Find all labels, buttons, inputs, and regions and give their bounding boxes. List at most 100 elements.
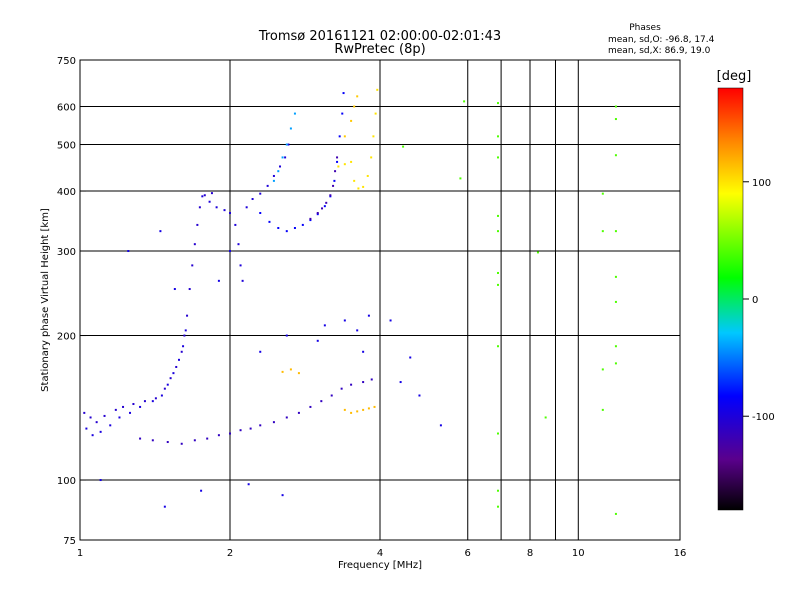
data-point: [614, 345, 617, 348]
data-point: [166, 441, 169, 444]
data-point: [367, 407, 370, 410]
data-point: [277, 227, 280, 230]
data-point: [215, 206, 218, 209]
data-point: [343, 319, 346, 322]
data-point: [614, 105, 617, 108]
data-point: [367, 314, 370, 317]
data-point: [180, 442, 183, 445]
chart-title: Tromsø 20161121 02:00:00-02:01:43: [258, 29, 501, 44]
data-point: [129, 411, 132, 414]
stats-line-o: mean, sd,O: -96.8, 17.4: [608, 35, 715, 45]
data-point: [370, 156, 373, 159]
data-point: [496, 135, 499, 138]
data-point: [350, 119, 353, 122]
data-point: [399, 381, 402, 384]
data-point: [272, 174, 275, 177]
data-point: [198, 206, 201, 209]
data-point: [350, 160, 353, 163]
data-point: [372, 135, 375, 138]
data-point: [341, 112, 344, 115]
data-point: [234, 223, 237, 226]
data-point: [329, 195, 332, 198]
data-point: [297, 372, 300, 375]
data-point: [614, 275, 617, 278]
data-point: [201, 195, 204, 198]
data-point: [353, 179, 356, 182]
data-point: [184, 329, 187, 332]
data-point: [285, 416, 288, 419]
data-point: [154, 397, 157, 400]
data-point: [191, 264, 194, 267]
data-point: [496, 489, 499, 492]
data-point: [237, 243, 240, 246]
data-point: [139, 405, 142, 408]
x-tick-label: 16: [674, 548, 687, 559]
data-point: [259, 212, 262, 215]
data-point: [362, 408, 365, 411]
data-point: [350, 383, 353, 386]
data-point: [287, 143, 290, 146]
data-point: [309, 219, 312, 222]
grid-lines: [80, 60, 680, 540]
y-tick-label: 200: [57, 332, 76, 343]
data-point: [160, 394, 163, 397]
data-point: [496, 432, 499, 435]
data-point: [402, 145, 405, 148]
data-point: [374, 112, 377, 115]
data-point: [336, 156, 339, 159]
data-point: [614, 230, 617, 233]
data-point: [293, 227, 296, 230]
data-point: [277, 170, 280, 173]
data-point: [342, 92, 345, 95]
data-point: [259, 192, 262, 195]
data-point: [301, 223, 304, 226]
data-point: [496, 156, 499, 159]
data-point: [544, 416, 547, 419]
data-point: [284, 156, 287, 159]
data-point: [239, 264, 242, 267]
data-point: [323, 205, 326, 208]
data-point: [285, 143, 288, 146]
data-point: [356, 329, 359, 332]
data-point: [316, 213, 319, 216]
data-point: [272, 179, 275, 182]
data-point: [316, 212, 319, 215]
data-point: [601, 368, 604, 371]
data-point: [343, 135, 346, 138]
data-point: [159, 230, 162, 233]
data-point: [229, 250, 231, 253]
data-point: [175, 365, 178, 368]
data-point: [496, 102, 499, 105]
data-point: [601, 230, 604, 233]
data-point: [229, 212, 231, 215]
data-point: [366, 174, 369, 177]
data-point: [251, 198, 254, 201]
data-point: [182, 345, 185, 348]
data-point: [357, 187, 360, 190]
data-point: [459, 177, 462, 180]
data-point: [321, 207, 324, 210]
data-point: [166, 383, 169, 386]
data-point: [85, 427, 88, 430]
y-tick-label: 750: [57, 56, 76, 67]
data-point: [95, 421, 98, 424]
data-point: [281, 156, 284, 159]
data-point: [172, 372, 175, 375]
data-point: [279, 165, 282, 168]
data-point: [309, 405, 312, 408]
colorbar-tick-label: 0: [752, 295, 758, 306]
y-tick-label: 600: [57, 103, 76, 114]
data-point: [249, 427, 252, 430]
data-point: [118, 416, 121, 419]
data-point: [151, 400, 154, 403]
data-point: [337, 165, 340, 168]
data-point: [114, 408, 117, 411]
data-point: [330, 394, 333, 397]
chart-subtitle: RwPretec (8p): [334, 42, 425, 57]
stats-line-x: mean, sd,X: 86.9, 19.0: [608, 46, 711, 56]
data-point: [289, 368, 292, 371]
data-point: [350, 411, 353, 414]
colorbar-tick-label: -100: [752, 412, 775, 423]
data-point: [241, 279, 244, 282]
data-point: [99, 430, 102, 433]
